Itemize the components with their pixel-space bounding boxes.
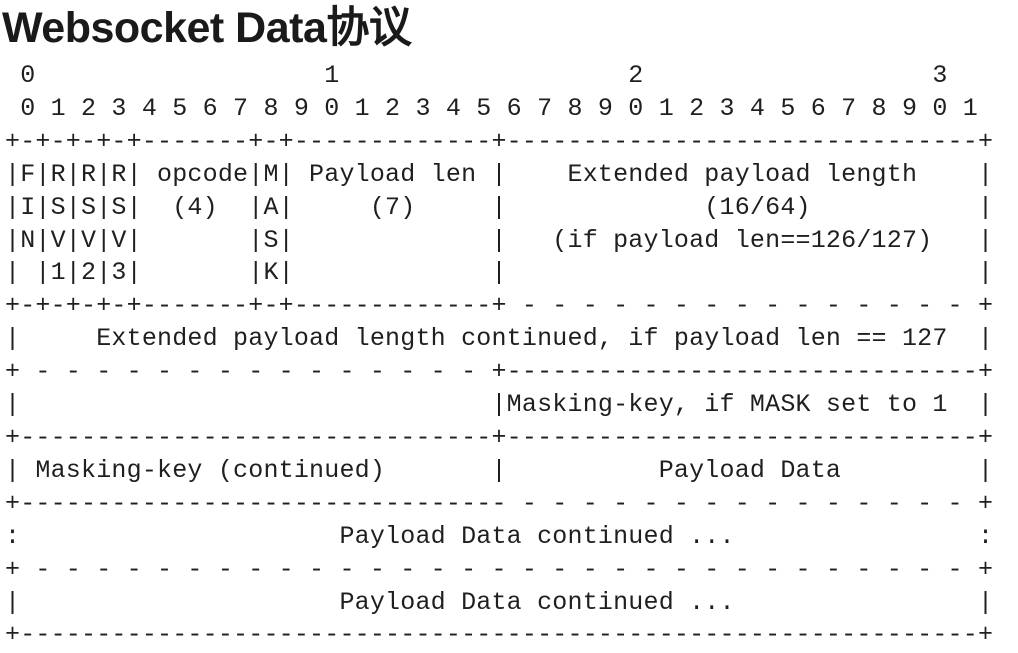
- websocket-frame-diagram: 0 1 2 3 0 1 2 3 4 5 6 7 8 9 0 1 2 3 4 5 …: [5, 61, 994, 650]
- page-title: Websocket Data协议: [2, 4, 412, 52]
